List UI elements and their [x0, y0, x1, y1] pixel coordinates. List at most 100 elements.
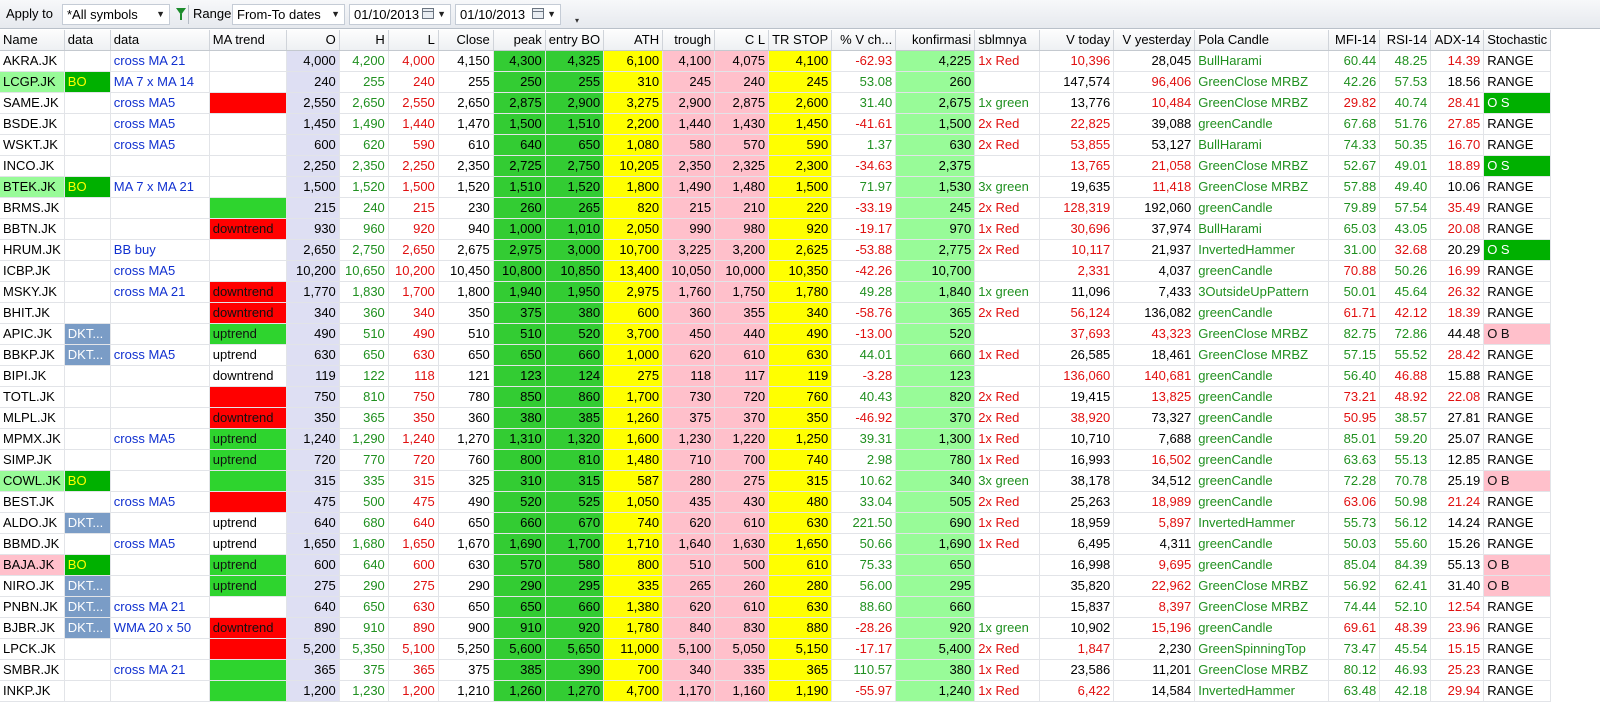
cell-o[interactable]: 600	[286, 134, 340, 156]
cell-name[interactable]: PNBN.JK	[0, 596, 65, 618]
cell-rsi[interactable]: 55.52	[1379, 344, 1432, 366]
cell-d1[interactable]	[64, 533, 111, 555]
cell-adx[interactable]: 22.08	[1430, 386, 1485, 408]
cell-mfi[interactable]: 65.03	[1328, 218, 1381, 240]
cell-ath[interactable]: 740	[603, 512, 664, 534]
cell-h[interactable]: 1,230	[339, 680, 389, 702]
cell-adx[interactable]: 18.89	[1430, 155, 1485, 177]
cell-stoch[interactable]: RANGE	[1483, 113, 1552, 135]
cell-sblm[interactable]: 3x green	[974, 470, 1041, 492]
column-header[interactable]: sblmnya	[974, 30, 1041, 51]
cell-h[interactable]: 375	[339, 659, 389, 681]
cell-sblm[interactable]: 2x Red	[974, 197, 1041, 219]
cell-trstop[interactable]: 280	[768, 575, 833, 597]
cell-vyest[interactable]: 192,060	[1113, 197, 1196, 219]
column-header[interactable]: konfirmasi	[895, 30, 976, 51]
cell-sblm[interactable]: 1x green	[974, 281, 1041, 303]
cell-l[interactable]: 365	[388, 659, 439, 681]
cell-cl[interactable]: 610	[714, 344, 770, 366]
cell-h[interactable]: 240	[339, 197, 389, 219]
cell-o[interactable]: 640	[286, 596, 340, 618]
cell-d2[interactable]	[110, 512, 210, 534]
cell-ath[interactable]: 800	[603, 554, 664, 576]
cell-sblm[interactable]: 1x Red	[974, 50, 1041, 72]
cell-stoch[interactable]: RANGE	[1483, 491, 1552, 513]
cell-pola[interactable]: greenCandle	[1194, 386, 1330, 408]
cell-ma[interactable]: uptrend	[209, 575, 287, 597]
cell-ma[interactable]	[209, 386, 287, 408]
cell-pola[interactable]: greenCandle	[1194, 113, 1330, 135]
cell-vtoday[interactable]: 13,776	[1039, 92, 1115, 114]
cell-entry[interactable]: 660	[545, 596, 605, 618]
cell-name[interactable]: INCO.JK	[0, 155, 65, 177]
cell-mfi[interactable]: 57.15	[1328, 344, 1381, 366]
cell-trough[interactable]: 2,900	[662, 92, 716, 114]
cell-entry[interactable]: 860	[545, 386, 605, 408]
cell-pola[interactable]: greenCandle	[1194, 302, 1330, 324]
cell-stoch[interactable]: RANGE	[1483, 176, 1552, 198]
cell-close[interactable]: 1,670	[438, 533, 494, 555]
cell-entry[interactable]: 1,700	[545, 533, 605, 555]
cell-l[interactable]: 5,100	[388, 638, 439, 660]
symbols-select[interactable]: *All symbols ▼	[62, 4, 170, 25]
cell-sblm[interactable]	[974, 260, 1041, 282]
cell-rsi[interactable]: 49.40	[1379, 176, 1432, 198]
cell-konf[interactable]: 630	[895, 134, 976, 156]
cell-stoch[interactable]: O S	[1483, 92, 1552, 114]
cell-o[interactable]: 5,200	[286, 638, 340, 660]
column-header[interactable]: V today	[1039, 30, 1115, 51]
cell-vch[interactable]: -33.19	[831, 197, 897, 219]
cell-cl[interactable]: 10,000	[714, 260, 770, 282]
cell-close[interactable]: 290	[438, 575, 494, 597]
cell-vyest[interactable]: 18,989	[1113, 491, 1196, 513]
cell-d1[interactable]	[64, 260, 111, 282]
cell-h[interactable]: 960	[339, 218, 389, 240]
cell-vch[interactable]: 33.04	[831, 491, 897, 513]
cell-stoch[interactable]: RANGE	[1483, 533, 1552, 555]
cell-h[interactable]: 1,680	[339, 533, 389, 555]
cell-adx[interactable]: 10.06	[1430, 176, 1485, 198]
cell-vyest[interactable]: 7,688	[1113, 428, 1196, 450]
cell-trough[interactable]: 620	[662, 512, 716, 534]
cell-pola[interactable]: InvertedHammer	[1194, 680, 1330, 702]
cell-trough[interactable]: 280	[662, 470, 716, 492]
cell-h[interactable]: 500	[339, 491, 389, 513]
cell-ath[interactable]: 1,480	[603, 449, 664, 471]
cell-vch[interactable]: 53.08	[831, 71, 897, 93]
cell-close[interactable]: 1,470	[438, 113, 494, 135]
cell-d1[interactable]: BO	[64, 71, 111, 93]
cell-close[interactable]: 375	[438, 659, 494, 681]
cell-adx[interactable]: 44.48	[1430, 323, 1485, 345]
cell-h[interactable]: 2,350	[339, 155, 389, 177]
cell-d2[interactable]: WMA 20 x 50	[110, 617, 210, 639]
cell-rsi[interactable]: 48.25	[1379, 50, 1432, 72]
cell-adx[interactable]: 21.24	[1430, 491, 1485, 513]
cell-name[interactable]: ICBP.JK	[0, 260, 65, 282]
cell-peak[interactable]: 510	[493, 323, 546, 345]
cell-ath[interactable]: 2,050	[603, 218, 664, 240]
cell-ath[interactable]: 1,600	[603, 428, 664, 450]
cell-trstop[interactable]: 740	[768, 449, 833, 471]
cell-entry[interactable]: 1,320	[545, 428, 605, 450]
cell-vyest[interactable]: 28,045	[1113, 50, 1196, 72]
cell-l[interactable]: 720	[388, 449, 439, 471]
cell-d2[interactable]: cross MA5	[110, 428, 210, 450]
cell-cl[interactable]: 370	[714, 407, 770, 429]
table-row[interactable]: LCGP.JK BO MA 7 x MA 14 240 255 240 255 250 255 3…	[0, 71, 1552, 93]
cell-cl[interactable]: 1,480	[714, 176, 770, 198]
table-row[interactable]: TOTL.JK 750 810 750 780 850 860 1,700 730 720 760 4…	[0, 386, 1552, 408]
cell-close[interactable]: 2,350	[438, 155, 494, 177]
cell-cl[interactable]: 610	[714, 512, 770, 534]
cell-cl[interactable]: 610	[714, 596, 770, 618]
cell-konf[interactable]: 10,700	[895, 260, 976, 282]
table-row[interactable]: APIC.JK DKT... uptrend 490 510 490 510 510 520 3,…	[0, 323, 1552, 345]
cell-trough[interactable]: 1,230	[662, 428, 716, 450]
cell-mfi[interactable]: 85.04	[1328, 554, 1381, 576]
cell-peak[interactable]: 650	[493, 596, 546, 618]
cell-h[interactable]: 620	[339, 134, 389, 156]
cell-trstop[interactable]: 4,100	[768, 50, 833, 72]
cell-entry[interactable]: 5,650	[545, 638, 605, 660]
cell-l[interactable]: 490	[388, 323, 439, 345]
cell-sblm[interactable]	[974, 554, 1041, 576]
cell-vch[interactable]: 40.43	[831, 386, 897, 408]
